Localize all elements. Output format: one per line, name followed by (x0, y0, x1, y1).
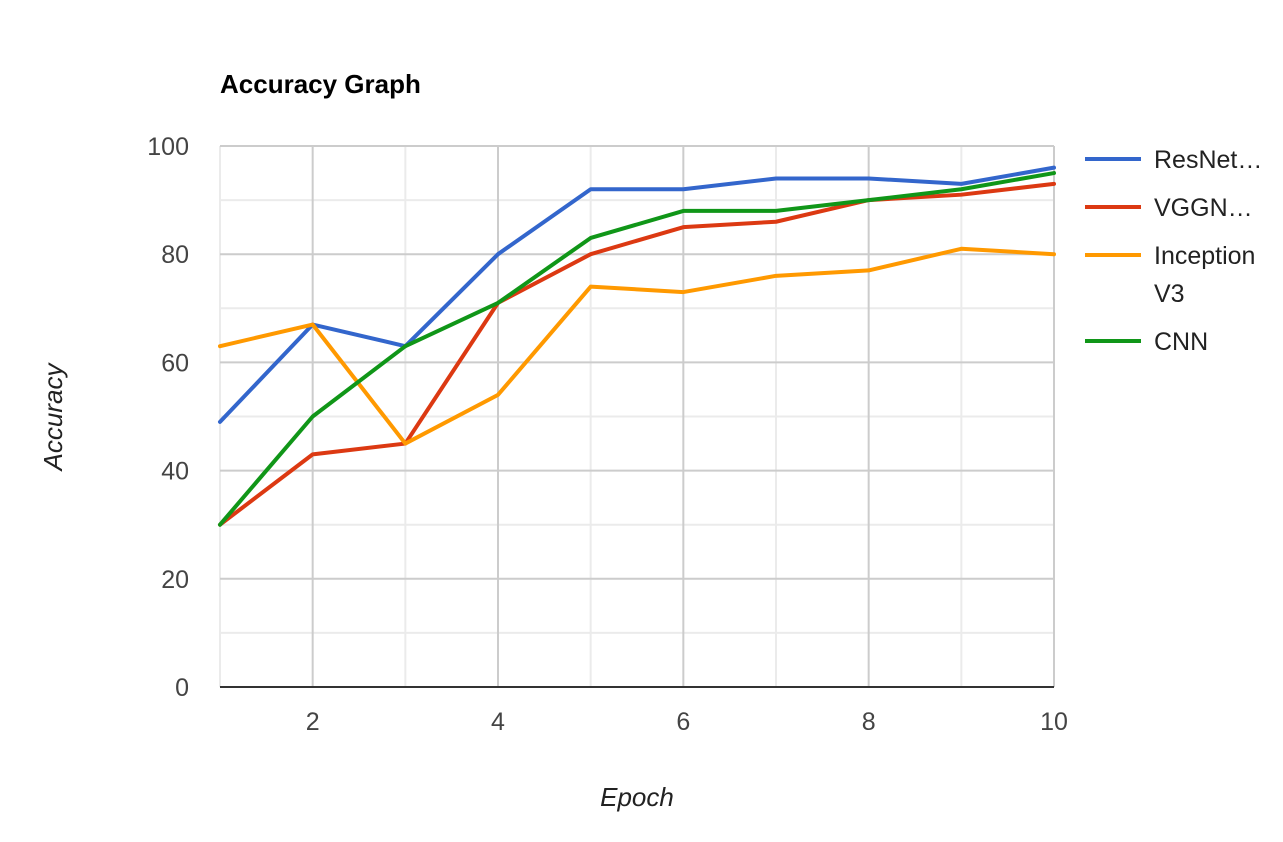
chart-title: Accuracy Graph (220, 69, 421, 99)
x-axis-label: Epoch (600, 782, 674, 812)
grid (219, 145, 1055, 687)
legend-label: CNN (1154, 328, 1208, 356)
legend-label: ResNet… (1154, 146, 1262, 174)
y-tick-label: 20 (161, 566, 189, 594)
series-line-cnn (218, 171, 1056, 527)
x-tick-label: 4 (491, 708, 505, 736)
series-line-resnet (218, 165, 1056, 424)
x-tick-label: 10 (1040, 708, 1068, 736)
series-lines (218, 165, 1056, 527)
x-tick-label: 8 (862, 708, 876, 736)
x-tick-label: 2 (306, 708, 320, 736)
y-tick-label: 0 (175, 674, 189, 702)
y-tick-label: 100 (147, 133, 189, 161)
legend-label: Inception V3 (1154, 242, 1255, 308)
x-tick-label: 6 (676, 708, 690, 736)
axes: 0 20 40 60 80 100 2 4 6 8 10 (147, 133, 1068, 736)
series-line-inception-v3 (218, 246, 1056, 446)
y-tick-label: 80 (161, 241, 189, 269)
y-tick-label: 60 (161, 349, 189, 377)
series-line-vggn (218, 181, 1056, 527)
y-axis-label: Accuracy (38, 362, 68, 473)
legend-label: VGGN… (1154, 194, 1253, 222)
legend: ResNet… VGGN… Inception V3 CNN (1085, 146, 1262, 356)
y-tick-label: 40 (161, 458, 189, 486)
